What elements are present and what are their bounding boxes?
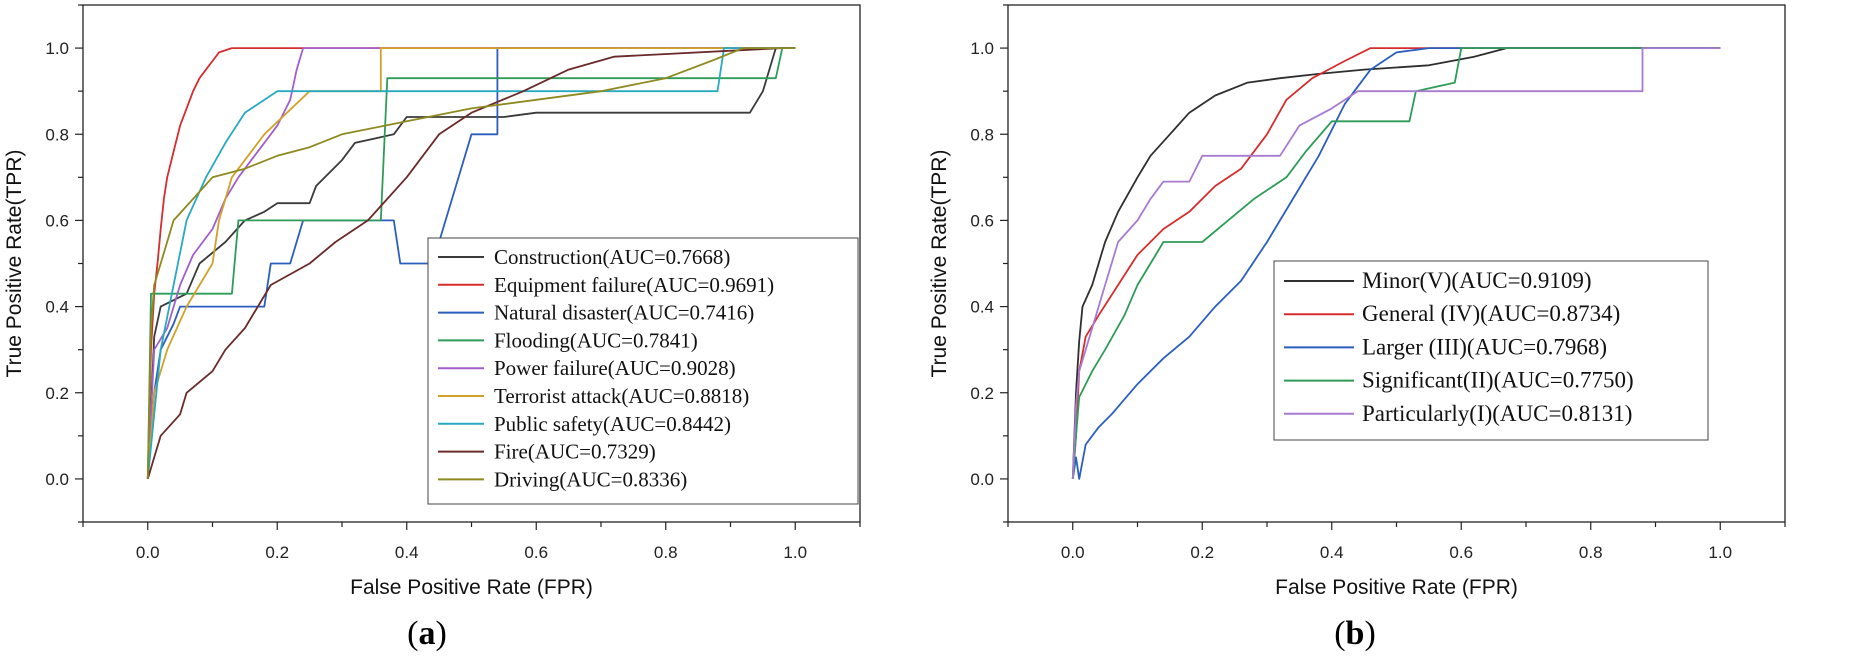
panel-a-x-axis-title: False Positive Rate (FPR) [350, 576, 593, 599]
panel-a-legend-entry-flooding: Flooding(AUC=0.7841) [494, 328, 698, 352]
panel-b-x-axis-title: False Positive Rate (FPR) [1275, 576, 1518, 599]
panel-b-x-tick-label: 0.0 [1061, 543, 1085, 562]
panel-b-y-tick-label: 0.4 [970, 298, 994, 317]
panel-a-y-tick-label: 0.4 [45, 298, 69, 317]
panel-a-legend-entry-equipment-failure: Equipment failure(AUC=0.9691) [494, 273, 774, 297]
panel-b-x-tick-label: 0.4 [1320, 543, 1344, 562]
panel-b-y-axis-title: True Positive Rate(TPR) [928, 150, 951, 378]
panel-a-y-axis-title: True Positive Rate(TPR) [3, 150, 26, 378]
panel-a-x-tick-label: 0.8 [654, 543, 678, 562]
panel-a-x-tick-label: 1.0 [783, 543, 807, 562]
panel-b-series-general-iv [1071, 47, 1721, 479]
panel-b-legend-entry-larger-iii: Larger (III)(AUC=0.7968) [1362, 334, 1607, 359]
panel-a-x-tick-label: 0.2 [265, 543, 289, 562]
panel-a-x-tick-label: 0.0 [136, 543, 160, 562]
panel-b-y-tick-label: 0.6 [970, 211, 994, 230]
panel-b-x-tick-label: 0.8 [1579, 543, 1603, 562]
panel-b-x-tick-label: 0.2 [1190, 543, 1214, 562]
panel-a-series-construction [146, 47, 796, 479]
panel-a-y-tick-label: 0.8 [45, 125, 69, 144]
panel-a-y-tick-label: 0.2 [45, 384, 69, 403]
panel-a-letter: a [419, 615, 436, 652]
panel-a-y-tick-label: 0.6 [45, 211, 69, 230]
panel-b-series-significant-ii [1071, 47, 1721, 479]
panel-b-legend-entry-general-iv: General (IV)(AUC=0.8734) [1362, 301, 1620, 326]
panel-b-label: (b) [1334, 615, 1376, 652]
panel-a-legend-entry-fire: Fire(AUC=0.7329) [494, 440, 656, 464]
panel-a-legend-entry-natural-disaster: Natural disaster(AUC=0.7416) [494, 301, 754, 325]
panel-a-legend: Construction(AUC=0.7668) Equipment failur… [427, 237, 859, 505]
panel-a-legend-entry-terrorist-attack: Terrorist attack(AUC=0.8818) [494, 384, 749, 408]
panel-b-y-tick-label: 1.0 [970, 39, 994, 58]
panel-a-x-tick-label: 0.4 [395, 543, 419, 562]
panel-a-legend-box [427, 237, 859, 505]
panel-a-series-equipment-failure [146, 47, 796, 479]
panel-a-series-terrorist-attack [146, 47, 796, 479]
panel-b-series-minor-v [1071, 47, 1721, 479]
panel-a-legend-entry-construction: Construction(AUC=0.7668) [494, 245, 730, 269]
panel-b-series-larger-iii [1071, 47, 1721, 480]
panel-b-y-tick-label: 0.0 [970, 470, 994, 489]
panel-a-label: (a) [407, 615, 447, 652]
panel-b-x-tick-label: 1.0 [1708, 543, 1732, 562]
panel-a-series-driving [146, 47, 796, 479]
panel-a-y-tick-label: 1.0 [45, 39, 69, 58]
panel-a-chart: 0.0 0.2 0.4 0.6 0.8 1.0 0.0 0.2 0.4 0.6 0.8 1.0 Fals… [3, 4, 861, 599]
panel-b-legend-entry-minor-v: Minor(V)(AUC=0.9109) [1362, 268, 1592, 293]
panel-a-y-tick-label: 0.0 [45, 470, 69, 489]
panel-b-series-particularly-i [1071, 47, 1721, 479]
panel-a-legend-entry-public-safety: Public safety(AUC=0.8442) [494, 412, 731, 436]
panel-b-y-tick-label: 0.8 [970, 125, 994, 144]
panel-a-series-power-failure [146, 47, 796, 479]
panel-a-legend-entry-driving: Driving(AUC=0.8336) [494, 467, 687, 491]
panel-a-legend-entry-power-failure: Power failure(AUC=0.9028) [494, 356, 736, 380]
panel-a-series-natural-disaster [146, 47, 796, 479]
panel-b-x-tick-label: 0.6 [1449, 543, 1473, 562]
panel-b-legend-entry-particularly-i: Particularly(I)(AUC=0.8131) [1362, 401, 1632, 426]
panel-a-x-tick-label: 0.6 [524, 543, 548, 562]
panel-b-y-tick-label: 0.2 [970, 384, 994, 403]
panel-b-chart: 0.0 0.2 0.4 0.6 0.8 1.0 0.0 0.2 0.4 0.6 0.8 1.0 Fals… [928, 4, 1786, 599]
panel-a-series-public-safety [146, 47, 796, 479]
panel-a-series-fire [146, 47, 796, 480]
panel-b-legend-box [1273, 260, 1709, 441]
panel-b-legend: Minor(V)(AUC=0.9109) General (IV)(AUC=0.8… [1273, 260, 1709, 441]
panel-b-legend-entry-significant-ii: Significant(II)(AUC=0.7750) [1362, 368, 1634, 393]
panel-b-letter: b [1346, 615, 1365, 652]
